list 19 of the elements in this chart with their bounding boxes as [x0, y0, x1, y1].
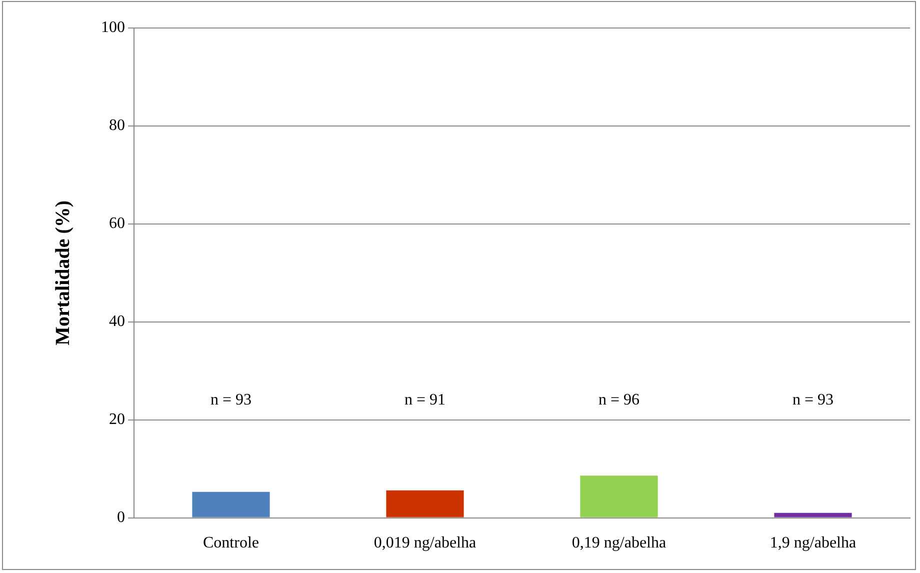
bar	[580, 476, 658, 518]
y-tick-label: 100	[101, 19, 125, 36]
bar	[774, 512, 852, 518]
y-tick-label: 20	[109, 411, 125, 428]
x-tick-label: 0,19 ng/abelha	[572, 534, 666, 552]
y-tick-label: 40	[109, 313, 125, 330]
annotation: n = 93	[210, 391, 252, 408]
annotation: n = 93	[792, 391, 834, 408]
y-tick-label: 60	[109, 215, 125, 232]
annotation: n = 96	[598, 391, 640, 408]
bar	[192, 492, 270, 518]
x-tick-label: 0,019 ng/abelha	[374, 534, 476, 552]
x-tick-label: Controle	[203, 534, 259, 552]
annotation: n = 91	[404, 391, 446, 408]
x-tick-label: 1,9 ng/abelha	[770, 534, 856, 552]
y-tick-label: 0	[117, 509, 125, 526]
bar	[386, 490, 464, 518]
y-axis-title: Mortalidade (%)	[52, 200, 74, 346]
y-tick-label: 80	[109, 117, 125, 134]
